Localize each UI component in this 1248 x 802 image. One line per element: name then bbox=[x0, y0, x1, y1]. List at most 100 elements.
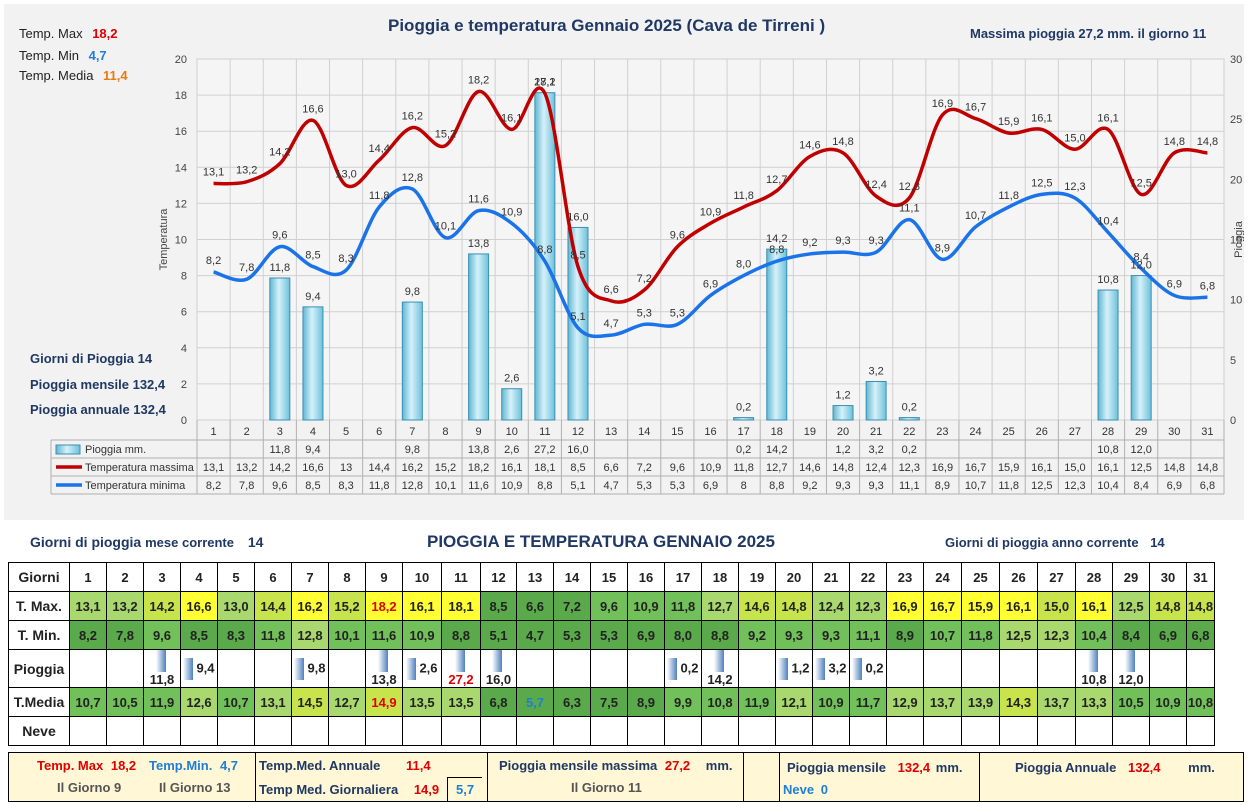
legend-table-value: 3,2 bbox=[868, 444, 883, 456]
legend-entry: Temperatura massima bbox=[85, 462, 195, 474]
x-tick-label: 25 bbox=[1003, 426, 1015, 438]
tmax-data-label: 14,8 bbox=[1164, 136, 1185, 148]
table-cell: 13,2 bbox=[106, 591, 144, 621]
tmin-data-label: 6,9 bbox=[1167, 278, 1182, 290]
summary-tmed: Temp. Media 11,4 bbox=[19, 68, 128, 83]
legend-table-value: 7,2 bbox=[637, 462, 652, 474]
monthly-rain-note: Pioggia mensile 132,4 bbox=[30, 377, 166, 392]
table-cell bbox=[627, 716, 665, 746]
legend-table-value: 0,2 bbox=[736, 444, 751, 456]
footer-tmax-day: Il Giorno 9 bbox=[57, 780, 122, 795]
table-cell: 13,5 bbox=[441, 687, 481, 717]
table-cell bbox=[441, 716, 481, 746]
legend-table-value: 11,8 bbox=[733, 462, 754, 474]
table-left-caption-value: 14 bbox=[247, 534, 264, 550]
legend-table-value: 5,3 bbox=[670, 480, 685, 492]
legend-table-value: 15,9 bbox=[998, 462, 1019, 474]
legend-table-value: 7,8 bbox=[239, 480, 254, 492]
table-cell: 10,8 bbox=[1075, 649, 1113, 688]
tmin-data-label: 5,3 bbox=[637, 307, 652, 319]
tmin-data-label: 9,2 bbox=[802, 237, 817, 249]
tmax-data-label: 13,2 bbox=[236, 165, 257, 177]
footer-pioggia-annuale-value: 132,4 bbox=[1127, 760, 1161, 775]
legend-table-value: 11,8 bbox=[998, 480, 1019, 492]
table-cell: 14,2 bbox=[701, 649, 739, 688]
table-cell: 10,7 bbox=[69, 687, 107, 717]
table-row: Pioggia 11,8 9,4 9,8 13,8 2,6 27,2 16,0 0,2 14,2 1… bbox=[8, 649, 1215, 688]
table-cell: 11,8 bbox=[143, 649, 181, 688]
y2-tick-label: 5 bbox=[1230, 355, 1236, 367]
table-cell bbox=[961, 649, 1000, 688]
table-cell: 5,1 bbox=[480, 620, 517, 650]
table-cell: 20 bbox=[775, 562, 813, 592]
legend-table-value: 9,3 bbox=[868, 480, 883, 492]
table-row: T. Min. 8,2 7,8 9,6 8,5 8,3 11,8 12,8 10,1 11,6 10… bbox=[8, 620, 1215, 650]
y-tick-label: 8 bbox=[181, 271, 187, 283]
tmax-data-label: 14,8 bbox=[1197, 136, 1218, 148]
footer-pioggia-max-day: Il Giorno 11 bbox=[571, 780, 642, 795]
table-cell: 12,4 bbox=[812, 591, 850, 621]
table-cell: 7,5 bbox=[590, 687, 628, 717]
x-tick-label: 24 bbox=[969, 426, 981, 438]
y-tick-label: 14 bbox=[175, 162, 187, 174]
tmin-data-label: 8,9 bbox=[935, 242, 950, 254]
y2-axis-title: Pioggia bbox=[1233, 220, 1244, 258]
table-cell: 12,7 bbox=[701, 591, 739, 621]
table-cell: 12,8 bbox=[291, 620, 329, 650]
legend-table-value: 12,0 bbox=[1130, 444, 1151, 456]
table-cell bbox=[1149, 649, 1187, 688]
x-tick-label: 26 bbox=[1036, 426, 1048, 438]
footer-neve: Neve 0 bbox=[783, 782, 828, 797]
table-cell: 11,8 bbox=[961, 620, 1000, 650]
legend-table-value: 8,3 bbox=[338, 480, 353, 492]
y-axis-title: Temperatura bbox=[158, 208, 170, 271]
rain-bar bbox=[865, 380, 887, 421]
table-cell: 13,7 bbox=[923, 687, 962, 717]
table-cell: 11,9 bbox=[738, 687, 776, 717]
rain-value: 12,0 bbox=[1118, 672, 1144, 687]
table-cell: 11,7 bbox=[849, 687, 887, 717]
legend-table-value: 8 bbox=[741, 480, 747, 492]
table-cell: 6,8 bbox=[1186, 620, 1215, 650]
tmin-data-label: 10,1 bbox=[435, 221, 456, 233]
rain-value: 2,6 bbox=[419, 659, 438, 675]
legend-table-value: 15,2 bbox=[435, 462, 456, 474]
table-left-caption-text-2: mese corrente bbox=[145, 535, 234, 550]
tmax-data-label: 12,5 bbox=[1130, 177, 1151, 189]
x-tick-label: 30 bbox=[1168, 426, 1180, 438]
x-tick-label: 14 bbox=[638, 426, 650, 438]
x-tick-label: 27 bbox=[1069, 426, 1081, 438]
y-tick-label: 16 bbox=[175, 126, 187, 138]
table-cell: 8,5 bbox=[180, 620, 218, 650]
table-cell: 6,9 bbox=[627, 620, 665, 650]
legend-table-value: 12,5 bbox=[1031, 480, 1052, 492]
table-right-caption-value: 14 bbox=[1150, 535, 1165, 550]
tmax-data-label: 16,1 bbox=[1031, 112, 1052, 124]
table-cell: 6,3 bbox=[553, 687, 591, 717]
tmin-data-label: 11,6 bbox=[468, 194, 489, 206]
table-cell bbox=[1037, 716, 1076, 746]
summary-tmed-label: Temp. Media bbox=[19, 68, 94, 83]
tmax-data-label: 16,1 bbox=[1097, 112, 1118, 124]
legend-table-value: 9,8 bbox=[405, 444, 420, 456]
table-cell: 15,0 bbox=[1037, 591, 1076, 621]
footer-tmed-annuale: Temp.Med. Annuale 11,4 bbox=[259, 758, 431, 773]
rain-value: 16,0 bbox=[485, 672, 512, 687]
legend-table-value: 11,1 bbox=[899, 480, 920, 492]
tmin-data-label: 10,9 bbox=[501, 206, 522, 218]
legend-table-value: 5,1 bbox=[570, 480, 585, 492]
table-cell: 9,9 bbox=[664, 687, 702, 717]
tmax-data-label: 15,9 bbox=[998, 116, 1019, 128]
table-cell: 8,9 bbox=[627, 687, 665, 717]
table-cell bbox=[328, 716, 366, 746]
y-tick-label: 0 bbox=[181, 415, 187, 427]
table-cell: 9,8 bbox=[291, 649, 329, 688]
table-cell: 14,8 bbox=[1186, 591, 1215, 621]
legend-table-value: 16,1 bbox=[501, 462, 522, 474]
table-left-caption: Giorni di pioggia mese corrente 14 bbox=[30, 534, 263, 550]
tmin-data-label: 9,3 bbox=[835, 235, 850, 247]
annual-rain-note: Pioggia annuale 132,4 bbox=[30, 402, 166, 417]
legend-table-value: 9,2 bbox=[802, 480, 817, 492]
footer-pioggia-mensile-value: 132,4 bbox=[897, 760, 931, 775]
rain-intensity-bar bbox=[1124, 650, 1135, 672]
